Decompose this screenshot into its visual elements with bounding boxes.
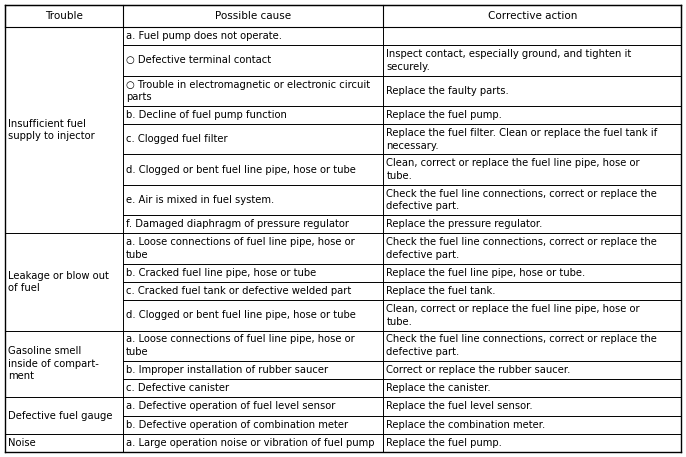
Text: d. Clogged or bent fuel line pipe, hose or tube: d. Clogged or bent fuel line pipe, hose … — [126, 165, 356, 175]
Text: tube: tube — [126, 250, 149, 260]
Text: Replace the fuel pump.: Replace the fuel pump. — [386, 110, 502, 120]
Text: Replace the fuel line pipe, hose or tube.: Replace the fuel line pipe, hose or tube… — [386, 268, 586, 278]
Text: Corrective action: Corrective action — [488, 11, 577, 21]
Text: tube.: tube. — [386, 317, 412, 327]
Text: Leakage or blow out: Leakage or blow out — [8, 271, 109, 281]
Text: inside of compart-: inside of compart- — [8, 359, 99, 369]
Text: defective part.: defective part. — [386, 347, 460, 357]
Text: Possible cause: Possible cause — [215, 11, 292, 21]
Text: Inspect contact, especially ground, and tighten it: Inspect contact, especially ground, and … — [386, 49, 632, 59]
Text: Check the fuel line connections, correct or replace the: Check the fuel line connections, correct… — [386, 237, 657, 247]
Text: e. Air is mixed in fuel system.: e. Air is mixed in fuel system. — [126, 195, 274, 205]
Text: Replace the fuel tank.: Replace the fuel tank. — [386, 286, 496, 296]
Text: Gasoline smell: Gasoline smell — [8, 346, 81, 356]
Text: Correct or replace the rubber saucer.: Correct or replace the rubber saucer. — [386, 365, 571, 375]
Text: ment: ment — [8, 372, 34, 382]
Text: Replace the canister.: Replace the canister. — [386, 383, 491, 393]
Text: b. Decline of fuel pump function: b. Decline of fuel pump function — [126, 110, 287, 120]
Text: Replace the faulty parts.: Replace the faulty parts. — [386, 86, 509, 96]
Text: of fuel: of fuel — [8, 283, 40, 293]
Text: Replace the pressure regulator.: Replace the pressure regulator. — [386, 219, 543, 229]
Text: Trouble: Trouble — [45, 11, 83, 21]
Text: d. Clogged or bent fuel line pipe, hose or tube: d. Clogged or bent fuel line pipe, hose … — [126, 310, 356, 320]
Text: securely.: securely. — [386, 62, 430, 72]
Text: Replace the fuel level sensor.: Replace the fuel level sensor. — [386, 401, 533, 411]
Text: b. Improper installation of rubber saucer: b. Improper installation of rubber sauce… — [126, 365, 329, 375]
Text: f. Damaged diaphragm of pressure regulator: f. Damaged diaphragm of pressure regulat… — [126, 219, 349, 229]
Text: Clean, correct or replace the fuel line pipe, hose or: Clean, correct or replace the fuel line … — [386, 304, 640, 314]
Text: a. Large operation noise or vibration of fuel pump: a. Large operation noise or vibration of… — [126, 438, 375, 448]
Text: Check the fuel line connections, correct or replace the: Check the fuel line connections, correct… — [386, 189, 657, 199]
Text: ○ Trouble in electromagnetic or electronic circuit: ○ Trouble in electromagnetic or electron… — [126, 80, 370, 90]
Text: parts: parts — [126, 92, 152, 102]
Text: Check the fuel line connections, correct or replace the: Check the fuel line connections, correct… — [386, 335, 657, 345]
Text: Replace the fuel filter. Clean or replace the fuel tank if: Replace the fuel filter. Clean or replac… — [386, 128, 658, 138]
Text: Replace the fuel pump.: Replace the fuel pump. — [386, 438, 502, 448]
Text: necessary.: necessary. — [386, 141, 439, 150]
Text: supply to injector: supply to injector — [8, 132, 95, 142]
Text: Insufficient fuel: Insufficient fuel — [8, 119, 86, 129]
Text: Defective fuel gauge: Defective fuel gauge — [8, 410, 113, 420]
Text: tube: tube — [126, 347, 149, 357]
Text: Replace the combination meter.: Replace the combination meter. — [386, 420, 545, 430]
Text: c. Cracked fuel tank or defective welded part: c. Cracked fuel tank or defective welded… — [126, 286, 351, 296]
Text: defective part.: defective part. — [386, 250, 460, 260]
Text: a. Loose connections of fuel line pipe, hose or: a. Loose connections of fuel line pipe, … — [126, 335, 355, 345]
Text: Clean, correct or replace the fuel line pipe, hose or: Clean, correct or replace the fuel line … — [386, 159, 640, 169]
Text: Noise: Noise — [8, 438, 36, 448]
Text: a. Loose connections of fuel line pipe, hose or: a. Loose connections of fuel line pipe, … — [126, 237, 355, 247]
Text: tube.: tube. — [386, 171, 412, 181]
Text: c. Defective canister: c. Defective canister — [126, 383, 229, 393]
Text: a. Fuel pump does not operate.: a. Fuel pump does not operate. — [126, 31, 282, 41]
Text: b. Cracked fuel line pipe, hose or tube: b. Cracked fuel line pipe, hose or tube — [126, 268, 316, 278]
Text: c. Clogged fuel filter: c. Clogged fuel filter — [126, 134, 228, 144]
Text: defective part.: defective part. — [386, 201, 460, 211]
Text: a. Defective operation of fuel level sensor: a. Defective operation of fuel level sen… — [126, 401, 335, 411]
Text: ○ Defective terminal contact: ○ Defective terminal contact — [126, 55, 272, 65]
Text: b. Defective operation of combination meter: b. Defective operation of combination me… — [126, 420, 348, 430]
